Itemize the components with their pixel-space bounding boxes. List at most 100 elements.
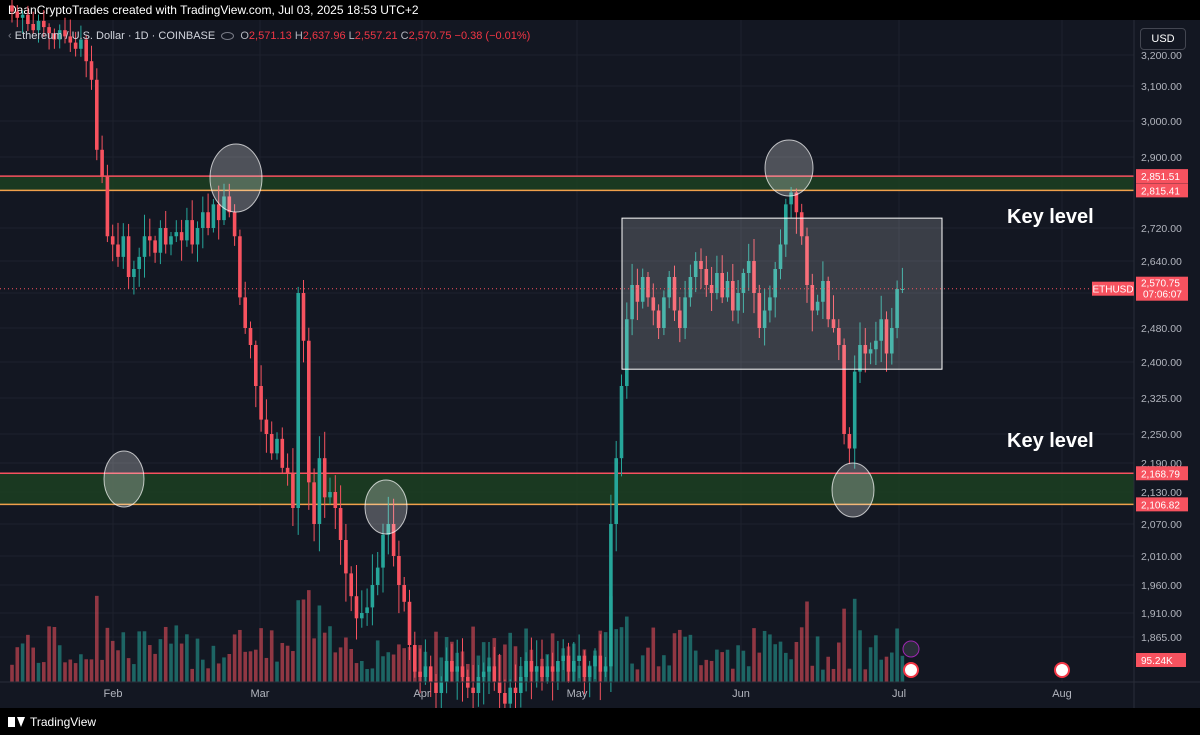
volume-bar: [858, 630, 862, 682]
candle-body: [503, 693, 507, 704]
footer-bar: TradingView: [0, 708, 1200, 735]
candle-body: [619, 386, 624, 459]
candle-body: [418, 671, 422, 677]
candle-body: [254, 345, 258, 386]
candle-body: [625, 319, 629, 386]
volume-bar: [232, 634, 237, 682]
candle-body: [667, 277, 671, 298]
price-tick-label: 2,400.00: [1141, 357, 1182, 369]
volume-bar: [349, 648, 353, 682]
level-price-label: 2,106.82: [1141, 500, 1180, 511]
volume-bar: [169, 643, 173, 682]
candle-body: [481, 671, 486, 677]
candle-body: [269, 434, 274, 454]
candle-body: [89, 61, 94, 80]
highlight-ellipse: [209, 143, 263, 213]
volume-bar: [211, 645, 216, 682]
volume-bar: [79, 654, 83, 682]
volume-bar: [52, 626, 57, 682]
volume-bar: [508, 632, 512, 682]
collapse-chevron-icon[interactable]: ‹: [8, 30, 12, 42]
candle-body: [280, 438, 285, 468]
candle-body: [513, 687, 518, 693]
candle-body: [572, 661, 576, 672]
candle-body: [890, 328, 894, 354]
symbol-name[interactable]: Ethereum / U.S. Dollar · 1D · COINBASE: [14, 30, 216, 42]
candle-body: [375, 567, 380, 585]
candle-body: [656, 310, 661, 328]
volume-bar: [704, 659, 709, 682]
volume-bar: [344, 637, 348, 682]
volume-bar: [662, 655, 666, 682]
volume-bar: [206, 668, 210, 682]
volume-bar: [328, 626, 332, 682]
volume-bar: [699, 665, 703, 682]
candle-body: [126, 236, 131, 277]
volume-bar: [884, 656, 889, 682]
volume-bar: [614, 629, 618, 682]
volume-bar: [185, 634, 189, 682]
candle-body: [609, 524, 613, 667]
volume-bar: [116, 650, 120, 682]
attribution-bar: DaanCryptoTrades created with TradingVie…: [0, 0, 1200, 20]
volume-bar: [190, 668, 194, 682]
key-level-annotation: Key level: [1007, 206, 1094, 228]
level-price-tag: [1136, 183, 1188, 198]
volume-bar: [63, 662, 67, 682]
candle-body: [36, 20, 41, 31]
volume-bar: [879, 659, 883, 682]
candle-body: [296, 293, 300, 508]
time-tick-label: Jul: [892, 688, 906, 700]
price-tick-label: 2,325.00: [1141, 393, 1182, 405]
candle-body: [386, 524, 391, 535]
candle-body: [741, 273, 746, 293]
highlight-ellipse: [103, 450, 145, 508]
candle-body: [508, 687, 512, 704]
candle-body: [821, 281, 825, 302]
volume-bar: [852, 598, 857, 682]
candle-body: [815, 301, 820, 311]
candle-body: [799, 212, 804, 237]
volume-bar: [84, 659, 88, 682]
candle-body: [391, 524, 396, 556]
candle-body: [63, 30, 67, 37]
volume-bar: [826, 656, 830, 682]
candle-body: [709, 285, 714, 293]
volume-bar: [778, 641, 783, 682]
currency-button[interactable]: USD: [1140, 28, 1186, 50]
volume-bar: [890, 652, 894, 682]
candle-body: [195, 228, 200, 245]
volume-bar: [434, 631, 438, 682]
volume-bar: [15, 647, 20, 682]
candle-body: [57, 30, 62, 40]
symbol-label: ETHUSD: [1092, 285, 1133, 296]
candle-body: [190, 220, 194, 245]
symbol-legend: ‹ Ethereum / U.S. Dollar · 1D · COINBASE…: [8, 30, 530, 42]
candle-body: [630, 285, 634, 320]
candle-body: [232, 212, 237, 237]
key-level-zones: [0, 175, 1134, 506]
candle-body: [868, 349, 873, 354]
candle-body: [497, 682, 502, 693]
volume-bar: [746, 666, 751, 682]
volume-bar: [179, 643, 184, 682]
volume-bar: [259, 628, 263, 682]
time-tick-label: Apr: [413, 688, 430, 700]
eye-icon[interactable]: [221, 32, 235, 41]
candle-body: [773, 269, 777, 298]
candle-body: [312, 482, 316, 524]
candle-body: [678, 310, 682, 328]
volume-bar: [338, 647, 343, 682]
volume-bar: [222, 657, 226, 682]
volume-bar: [10, 664, 14, 682]
volume-bar: [471, 626, 475, 682]
candle-body: [47, 27, 51, 34]
symbol-tag: [1092, 281, 1134, 296]
volume-bar: [100, 659, 104, 682]
candle-body: [736, 293, 740, 311]
volume-bar: [121, 632, 126, 682]
candle-body: [84, 39, 88, 62]
candle-body: [534, 666, 539, 672]
tradingview-logo[interactable]: TradingView: [8, 715, 96, 729]
